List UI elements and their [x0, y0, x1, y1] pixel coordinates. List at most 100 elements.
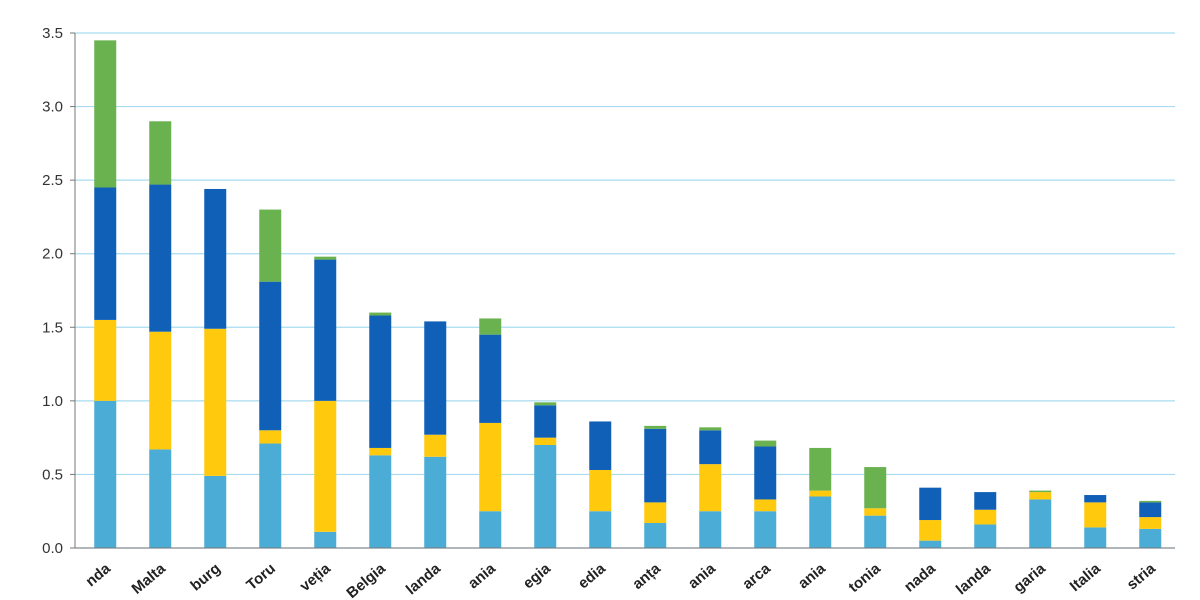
- bar-segment: [314, 531, 337, 548]
- y-tick-label: 1.0: [42, 393, 63, 410]
- bar-segment: [149, 449, 172, 548]
- bar-segment: [1139, 517, 1162, 529]
- bar-segment: [259, 281, 282, 431]
- y-tick-label: 2.5: [42, 172, 63, 189]
- x-tick-label: veția: [297, 560, 335, 595]
- bar-segment: [974, 524, 997, 548]
- bar-segment: [94, 40, 117, 188]
- bar-segment: [864, 508, 887, 516]
- bar-segment: [424, 456, 447, 548]
- y-tick-label: 1.5: [42, 319, 63, 336]
- x-tick-label: stria: [1124, 560, 1160, 594]
- bar-segment: [259, 209, 282, 282]
- bar-segment: [1139, 502, 1162, 518]
- bar-segment: [204, 475, 227, 548]
- bar-segment: [534, 445, 557, 548]
- bar-segment: [479, 334, 502, 423]
- bar-segment: [479, 318, 502, 335]
- bar-segment: [809, 490, 832, 497]
- bar-segment: [1084, 495, 1107, 503]
- bar-segment: [259, 430, 282, 444]
- bar-segment: [149, 331, 172, 450]
- bar-segment: [369, 455, 392, 548]
- x-tick-label: ania: [465, 560, 499, 593]
- bar-segment: [1029, 492, 1052, 500]
- bar-segment: [809, 496, 832, 548]
- bar-segment: [1084, 502, 1107, 528]
- bar-segment: [644, 425, 667, 429]
- bar-segment: [644, 428, 667, 503]
- x-tick-label: ania: [685, 560, 719, 593]
- bar-segment: [644, 522, 667, 548]
- bar-segment: [589, 511, 612, 548]
- bar-segment: [589, 470, 612, 512]
- bar-segment: [754, 446, 777, 500]
- x-tick-label: Toru: [243, 560, 279, 594]
- bar-segment: [809, 447, 832, 491]
- bar-segment: [314, 259, 337, 401]
- bar-segment: [1029, 490, 1052, 493]
- bar-segment: [204, 328, 227, 476]
- x-tick-label: nada: [901, 560, 939, 596]
- bar-segment: [754, 499, 777, 512]
- y-tick-label: 0.0: [42, 540, 63, 557]
- bar-segment: [369, 447, 392, 456]
- y-tick-label: 3.5: [42, 25, 63, 42]
- bar-segment: [919, 540, 942, 548]
- x-tick-label: Italia: [1067, 560, 1105, 595]
- bar-segment: [754, 440, 777, 447]
- bar-segment: [1139, 500, 1162, 503]
- bar-segment: [534, 405, 557, 438]
- x-tick-label: landa: [953, 560, 994, 599]
- bar-segment: [149, 121, 172, 185]
- x-tick-label: landa: [403, 560, 444, 599]
- bar-segment: [424, 321, 447, 435]
- bar-segment: [919, 520, 942, 541]
- bar-segment: [699, 427, 722, 431]
- bar-segment: [314, 400, 337, 532]
- bar-segment: [1139, 528, 1162, 548]
- x-tick-label: tonia: [845, 560, 884, 596]
- x-tick-label: Malta: [129, 560, 170, 598]
- bar-segment: [149, 184, 172, 332]
- bar-segment: [754, 511, 777, 548]
- x-tick-label: edia: [575, 560, 609, 593]
- x-tick-label: anța: [629, 560, 664, 593]
- x-tick-label: Belgia: [343, 560, 389, 600]
- x-tick-label: arca: [739, 560, 774, 593]
- bar-segment: [479, 422, 502, 512]
- bar-segment: [534, 402, 557, 406]
- bar-segment: [259, 443, 282, 548]
- y-tick-label: 2.0: [42, 246, 63, 263]
- bar-segment: [974, 492, 997, 510]
- bar-segment: [479, 511, 502, 548]
- bar-segment: [94, 319, 117, 401]
- bar-segment: [94, 400, 117, 548]
- bar-segment: [974, 509, 997, 525]
- bar-segment: [534, 437, 557, 445]
- bar-segment: [699, 511, 722, 548]
- bar-segment: [919, 487, 942, 521]
- y-tick-label: 3.0: [42, 99, 63, 116]
- x-tick-label: garia: [1010, 560, 1049, 596]
- y-tick-label: 0.5: [42, 466, 63, 483]
- bar-segment: [1084, 527, 1107, 548]
- bar-segment: [314, 256, 337, 260]
- bar-segment: [369, 312, 392, 316]
- bar-segment: [699, 430, 722, 465]
- bar-segment: [94, 187, 117, 320]
- bar-segment: [699, 464, 722, 512]
- x-tick-label: egia: [520, 560, 554, 593]
- bar-segment: [589, 421, 612, 471]
- bar-segment: [864, 515, 887, 548]
- bar-segment: [864, 467, 887, 509]
- x-tick-label: nda: [82, 560, 114, 591]
- bar-segment: [204, 188, 227, 329]
- bar-segment: [1029, 499, 1052, 548]
- x-tick-label: burg: [187, 560, 223, 594]
- bar-segment: [424, 434, 447, 457]
- bar-segment: [644, 502, 667, 523]
- x-tick-label: ania: [795, 560, 829, 593]
